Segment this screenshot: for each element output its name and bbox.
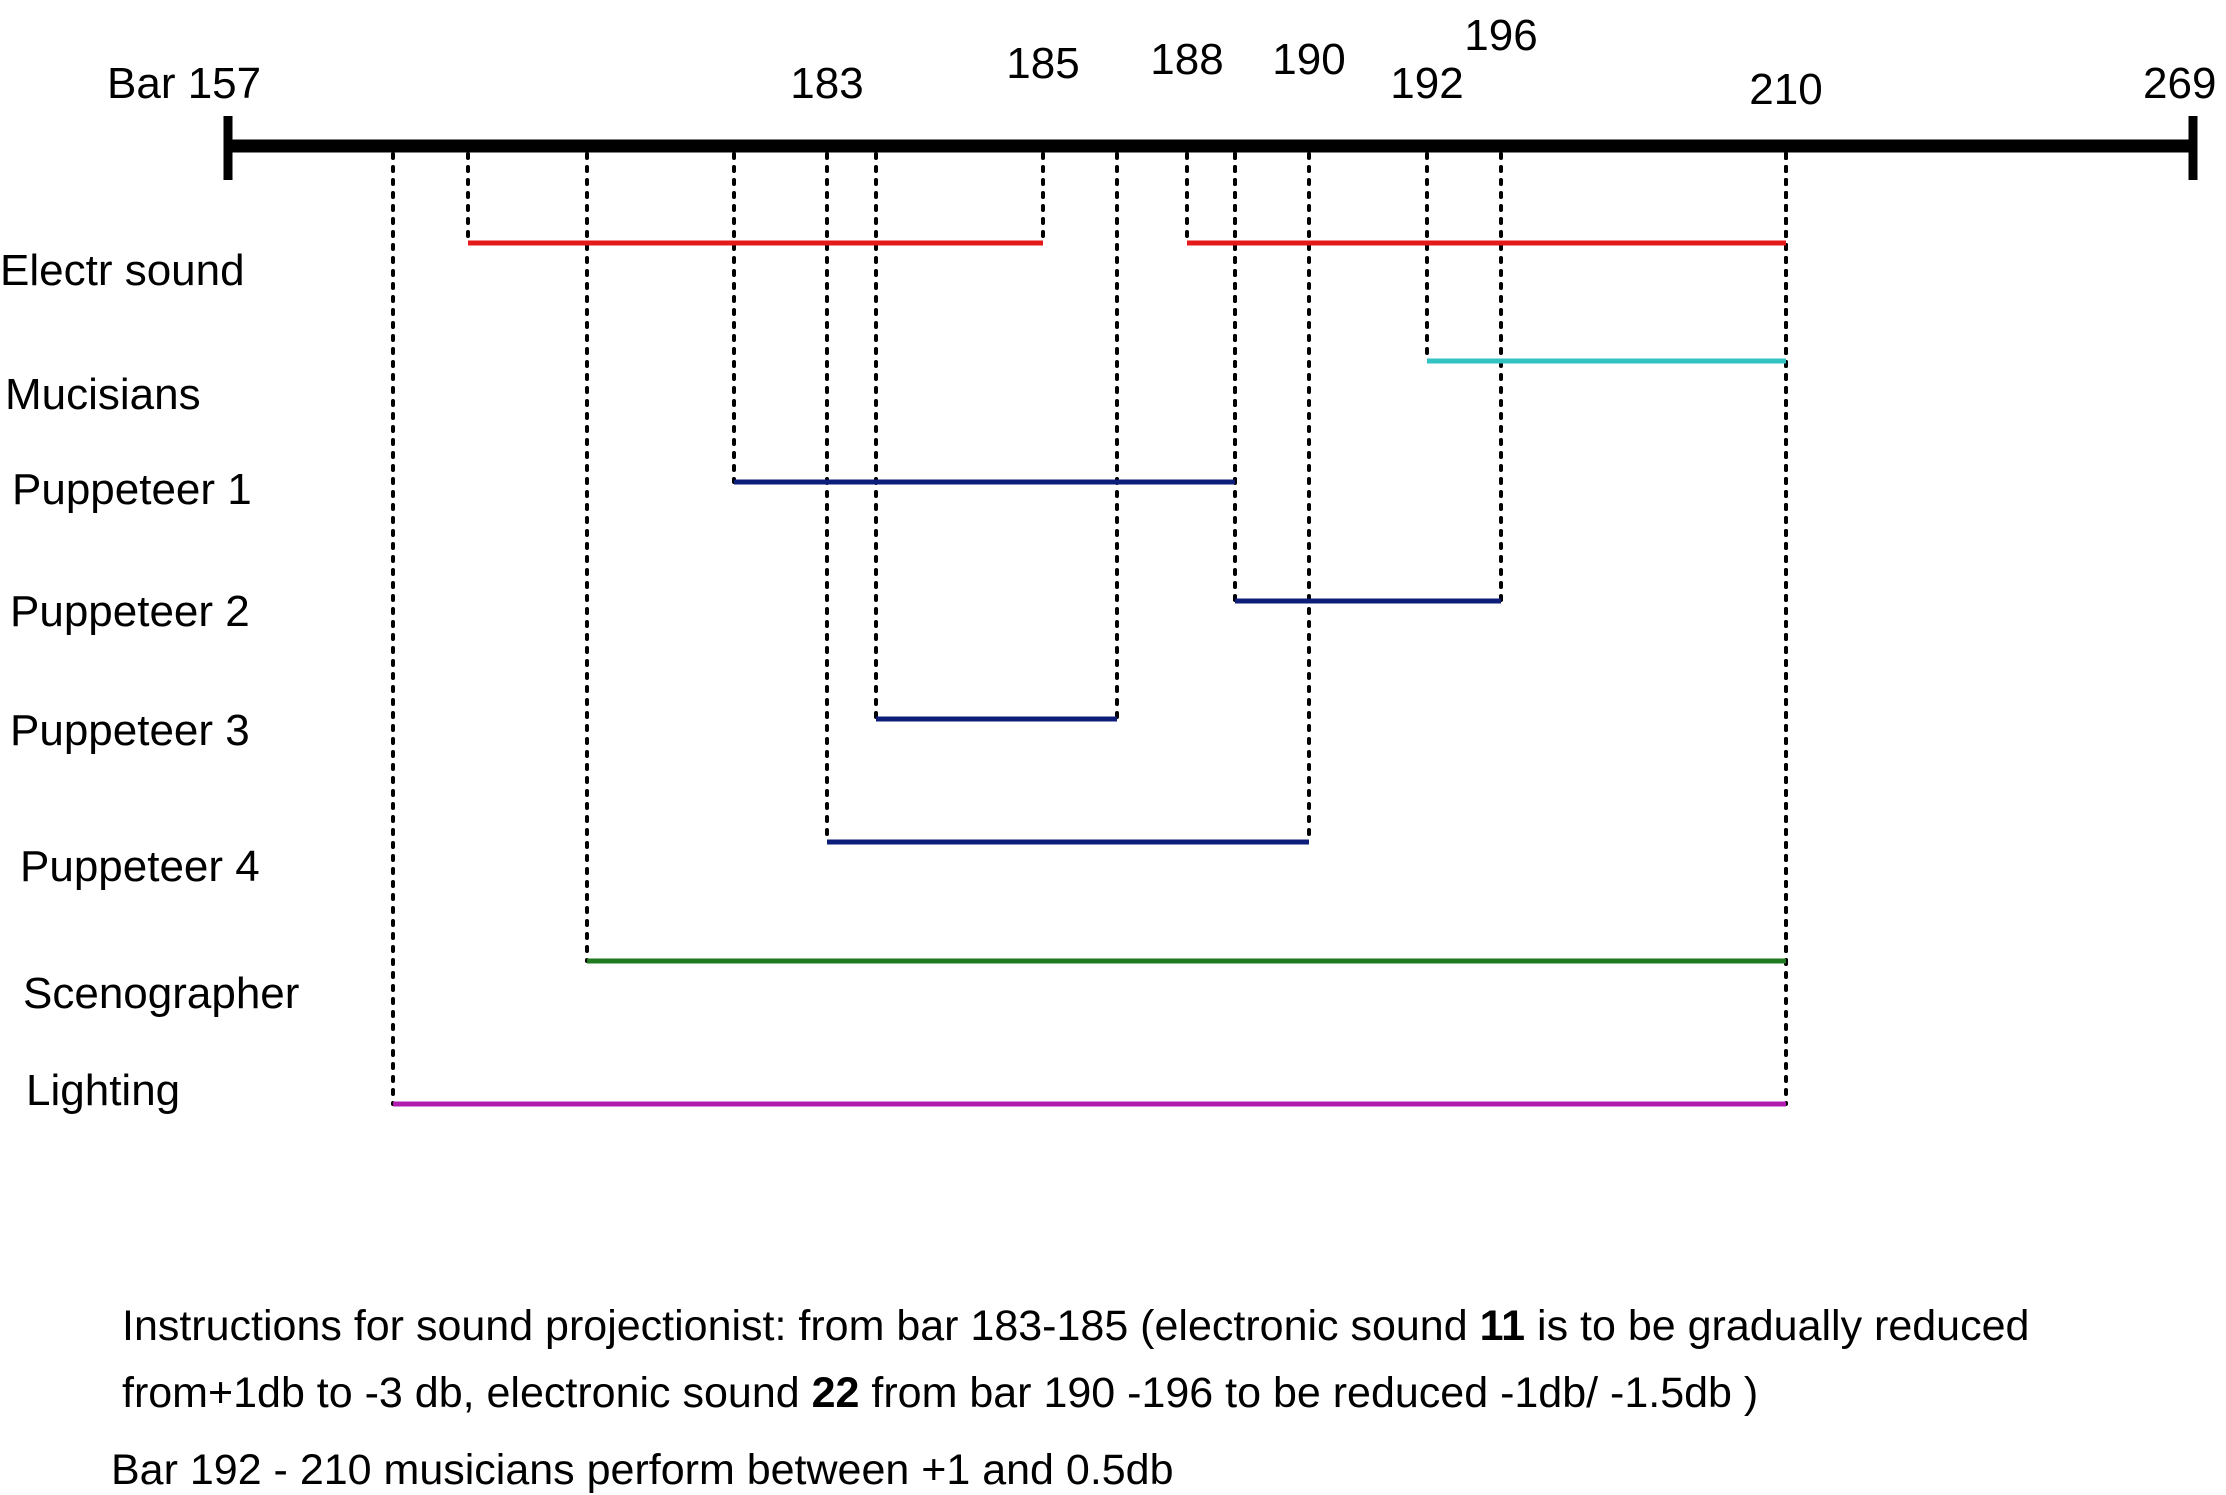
row-label: Scenographer	[23, 969, 299, 1018]
row-label: Electr sound	[0, 246, 245, 295]
row-label: Puppeteer 4	[20, 842, 260, 891]
row-label: Puppeteer 3	[10, 706, 250, 755]
tick-label: 192	[1390, 59, 1463, 108]
axis-end-label: 269	[2143, 59, 2216, 108]
row-label: Lighting	[26, 1066, 180, 1115]
axis-start-label: Bar 157	[107, 59, 261, 108]
row-label: Puppeteer 1	[12, 465, 252, 514]
dotted-guides	[391, 152, 1788, 1106]
tick-label: 188	[1150, 35, 1223, 84]
timeline-axis: Bar 157 269	[107, 59, 2216, 180]
row-label: Mucisians	[5, 370, 201, 419]
row-segments	[393, 240, 1786, 1107]
tick-label: 185	[1006, 39, 1079, 88]
tick-label: 190	[1272, 35, 1345, 84]
row-label: Puppeteer 2	[10, 587, 250, 636]
tick-label: 196	[1464, 11, 1537, 60]
row-labels: Electr sound Mucisians Puppeteer 1 Puppetee…	[0, 246, 299, 1115]
tick-label: 183	[790, 59, 863, 108]
tick-label: 210	[1749, 65, 1822, 114]
